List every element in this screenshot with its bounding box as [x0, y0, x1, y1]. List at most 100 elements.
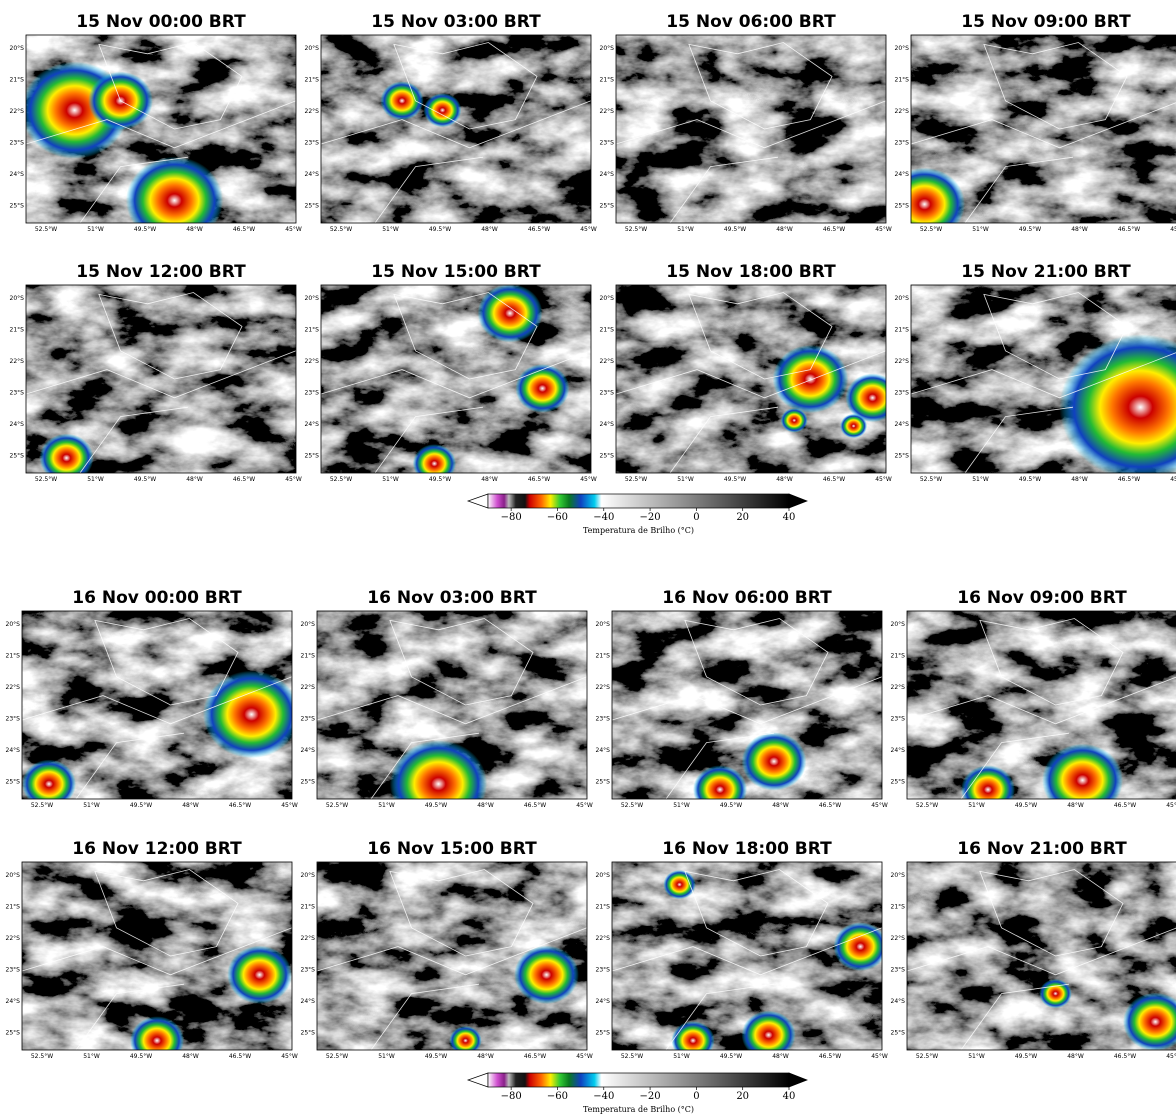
lat-label: 23°S	[301, 967, 316, 974]
lat-label: 20°S	[891, 621, 906, 628]
lon-label: 45°W	[871, 1053, 888, 1060]
colorbar-tick-label: 40	[783, 512, 796, 523]
lat-label: 22°S	[6, 684, 21, 691]
panel-title: 16 Nov 18:00 BRT	[662, 839, 832, 859]
lat-label: 21°S	[305, 327, 320, 334]
lon-label: 45°W	[1170, 226, 1176, 233]
lat-label: 25°S	[596, 1030, 611, 1037]
lon-label: 45°W	[1166, 802, 1176, 809]
lat-label: 23°S	[301, 716, 316, 723]
lon-label: 45°W	[580, 476, 597, 483]
lat-label: 20°S	[301, 872, 316, 879]
lon-label: 48°W	[186, 476, 203, 483]
lat-label: 24°S	[301, 747, 316, 754]
lat-label: 24°S	[305, 421, 320, 428]
lon-label: 46.5°W	[528, 476, 550, 483]
lon-label: 48°W	[776, 226, 793, 233]
lat-label: 22°S	[891, 684, 906, 691]
lon-label: 45°W	[285, 476, 302, 483]
storm-cell	[833, 922, 887, 971]
lon-label: 46.5°W	[229, 1053, 251, 1060]
lat-label: 22°S	[6, 935, 21, 942]
lon-label: 49.5°W	[425, 802, 447, 809]
map-panel: 15 Nov 00:00 BRT20°S21°S22°S23°S24°S25°S…	[10, 12, 302, 244]
panel-title: 15 Nov 18:00 BRT	[666, 262, 836, 282]
lon-label: 51°W	[968, 802, 985, 809]
lat-label: 22°S	[301, 684, 316, 691]
lat-label: 23°S	[891, 967, 906, 974]
storm-cell	[380, 81, 423, 120]
lat-label: 24°S	[596, 747, 611, 754]
lon-label: 52.5°W	[621, 1053, 643, 1060]
panel-title: 15 Nov 06:00 BRT	[666, 12, 836, 32]
lat-label: 21°S	[10, 77, 25, 84]
colorbar-tick-label: −80	[501, 512, 522, 523]
lat-label: 25°S	[10, 453, 25, 460]
lat-label: 25°S	[6, 1030, 21, 1037]
lat-label: 25°S	[600, 203, 615, 210]
lat-label: 25°S	[895, 453, 910, 460]
lon-label: 45°W	[1166, 1053, 1176, 1060]
lon-label: 52.5°W	[326, 1053, 348, 1060]
panel-title: 16 Nov 00:00 BRT	[72, 588, 242, 608]
lat-label: 20°S	[305, 45, 320, 52]
lat-label: 20°S	[6, 621, 21, 628]
lon-label: 51°W	[378, 1053, 395, 1060]
panel-title: 15 Nov 00:00 BRT	[76, 12, 246, 32]
colorbar-tick-label: 40	[783, 1091, 796, 1102]
lon-label: 45°W	[285, 226, 302, 233]
lon-label: 46.5°W	[1114, 1053, 1136, 1060]
storm-cell	[515, 364, 569, 413]
lat-label: 24°S	[891, 998, 906, 1005]
lat-label: 20°S	[891, 872, 906, 879]
lon-label: 46.5°W	[823, 476, 845, 483]
storm-cells	[390, 740, 487, 827]
lon-label: 49.5°W	[425, 1053, 447, 1060]
lon-label: 52.5°W	[621, 802, 643, 809]
lat-label: 20°S	[305, 295, 320, 302]
colorbar-extend-max	[789, 1073, 807, 1087]
storm-cell	[840, 414, 867, 438]
lat-label: 24°S	[6, 747, 21, 754]
lon-label: 48°W	[1067, 1053, 1084, 1060]
lat-label: 20°S	[6, 872, 21, 879]
panel-title: 16 Nov 03:00 BRT	[367, 588, 537, 608]
lat-label: 21°S	[301, 653, 316, 660]
colorbar: −80−60−40−2002040Temperatura de Brilho (…	[468, 1073, 807, 1114]
lat-label: 23°S	[305, 390, 320, 397]
lon-label: 49.5°W	[1019, 226, 1041, 233]
lat-label: 20°S	[301, 621, 316, 628]
lat-label: 22°S	[895, 108, 910, 115]
lat-label: 22°S	[10, 108, 25, 115]
lat-label: 23°S	[600, 390, 615, 397]
lat-label: 21°S	[600, 327, 615, 334]
storm-cell	[227, 946, 292, 1004]
lon-label: 52.5°W	[330, 226, 352, 233]
lon-label: 45°W	[871, 802, 888, 809]
lat-label: 21°S	[10, 327, 25, 334]
lon-label: 48°W	[772, 1053, 789, 1060]
lon-label: 46.5°W	[524, 802, 546, 809]
colorbar-tick-label: −60	[547, 1091, 568, 1102]
lon-label: 48°W	[776, 476, 793, 483]
lat-label: 25°S	[305, 203, 320, 210]
lon-label: 51°W	[677, 476, 694, 483]
colorbar-tick-label: −20	[640, 1091, 661, 1102]
storm-cell	[22, 760, 76, 809]
lon-label: 45°W	[875, 476, 892, 483]
storm-cell	[449, 1026, 481, 1055]
map-panel: 15 Nov 09:00 BRT20°S21°S22°S23°S24°S25°S…	[884, 12, 1176, 241]
lon-label: 51°W	[83, 802, 100, 809]
lat-label: 22°S	[596, 935, 611, 942]
lat-label: 25°S	[596, 779, 611, 786]
lon-label: 49.5°W	[720, 802, 742, 809]
storm-cell	[773, 345, 849, 413]
colorbar-tick-label: −20	[640, 512, 661, 523]
lat-label: 23°S	[6, 967, 21, 974]
lon-label: 49.5°W	[134, 226, 156, 233]
lon-label: 51°W	[87, 476, 104, 483]
lat-label: 24°S	[600, 171, 615, 178]
map-panel: 16 Nov 12:00 BRT20°S21°S22°S23°S24°S25°S…	[6, 839, 298, 1065]
lon-label: 52.5°W	[330, 476, 352, 483]
